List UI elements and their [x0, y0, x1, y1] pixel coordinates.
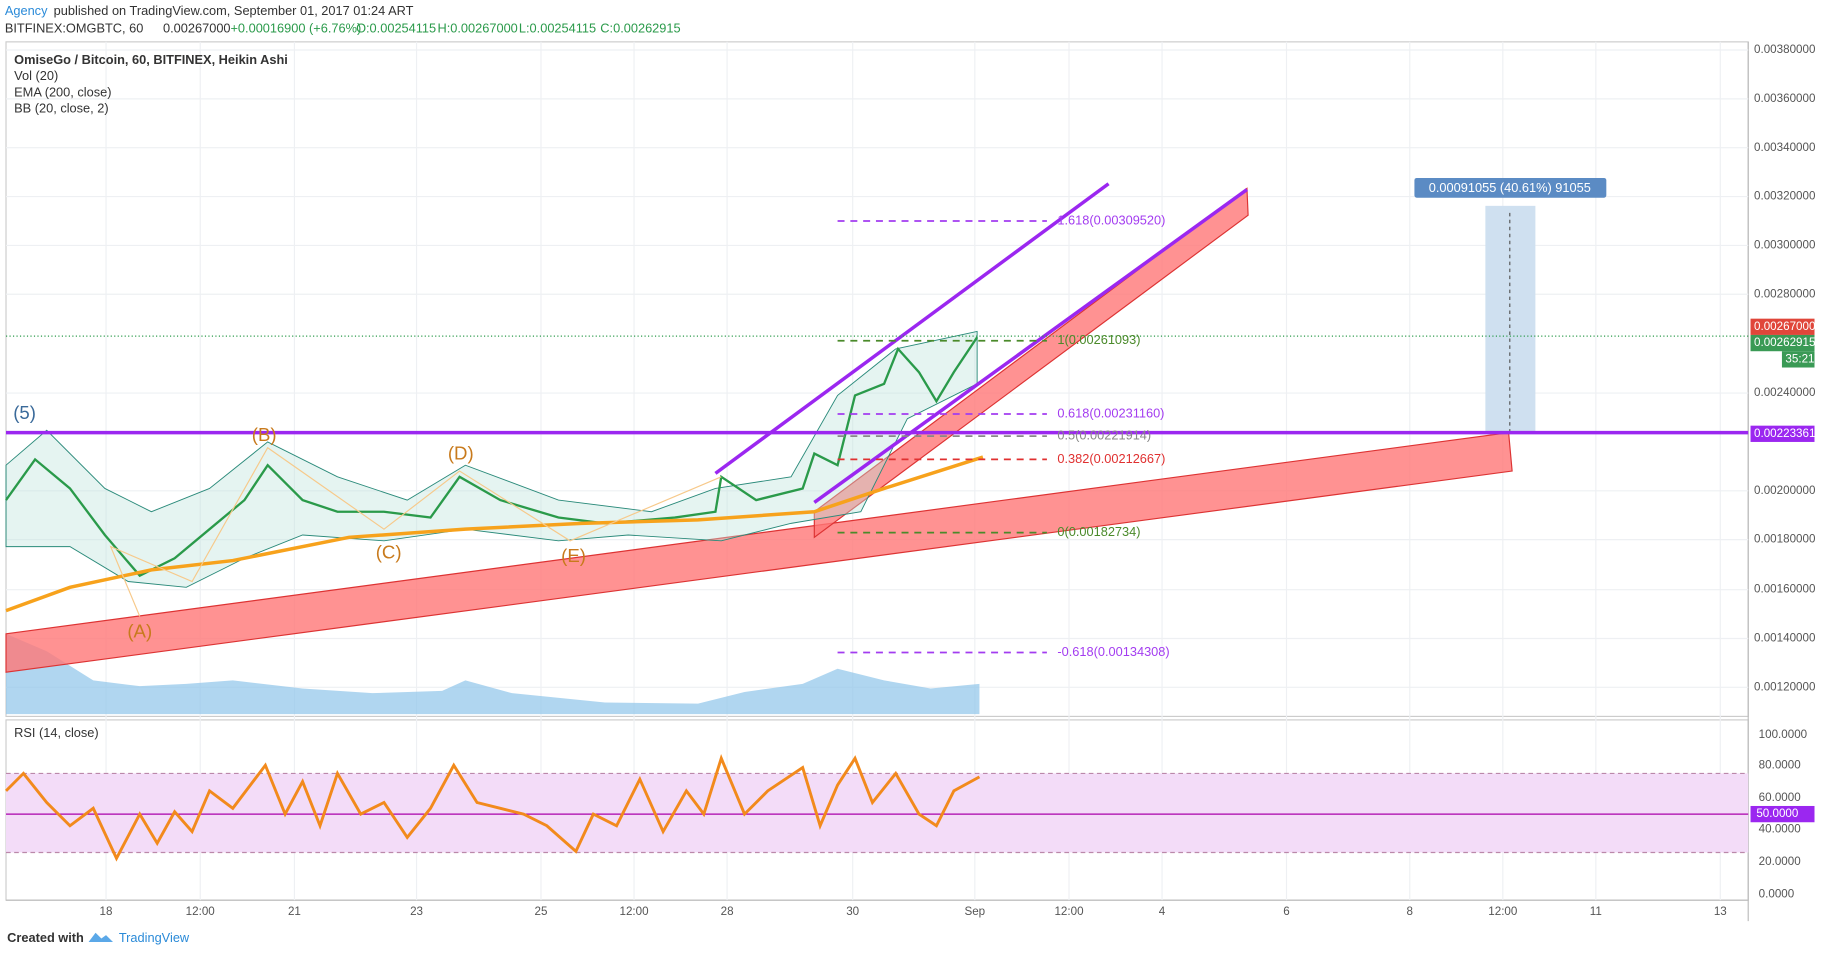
last: 0.00267000: [163, 20, 231, 35]
legend-entry: EMA (200, close): [14, 84, 111, 99]
fib-label: 0.618(0.00231160): [1057, 405, 1164, 420]
price-tick-label: 0.00140000: [1754, 632, 1816, 645]
tv-logo: [88, 932, 114, 943]
wave-label: (C): [376, 542, 402, 563]
low: L:0.00254115: [519, 20, 596, 35]
rsi-tick-label: 60.0000: [1759, 791, 1802, 804]
rsi-tick-label: 40.0000: [1759, 822, 1802, 835]
rsi-tick-label: 0.0000: [1759, 887, 1795, 900]
measure-label-bg: [1414, 177, 1607, 198]
time-tick-label: 12:00: [1054, 905, 1084, 918]
grid: [6, 41, 1749, 901]
bollinger-band: [5, 330, 978, 588]
fib-label: 0.382(0.00212667): [1057, 451, 1165, 466]
rsi-band: [6, 773, 1749, 853]
trend-line: [813, 188, 1248, 504]
symbol: BITFINEX:OMGBTC, 60: [5, 20, 143, 35]
fib-label: 0(0.00182734): [1057, 524, 1140, 539]
wave-label: (A): [127, 621, 152, 642]
wave-lines: [109, 446, 722, 617]
price-tick-label: 0.00320000: [1754, 190, 1816, 203]
rsi-line: [4, 754, 981, 862]
footer-brand[interactable]: TradingView: [119, 930, 190, 945]
time-tick-label: 25: [535, 905, 548, 918]
price-tick-label: 0.00340000: [1754, 141, 1816, 154]
wave-label: (B): [252, 424, 277, 445]
price-badge: [1781, 351, 1815, 368]
price-badge: [1750, 425, 1815, 442]
price-badge: [1750, 318, 1815, 335]
lower-channel: [5, 431, 1513, 673]
price-tick-label: 0.00380000: [1754, 43, 1816, 56]
measure-label: 0.00091055 (40.61%) 91055: [1429, 180, 1591, 195]
time-tick-label: 12:00: [186, 905, 216, 918]
time-tick-label: 21: [288, 905, 301, 918]
footer-created: Created with: [7, 930, 84, 945]
price-tick-label: 0.00160000: [1754, 583, 1816, 596]
price-badge-label: 0.00223361: [1754, 427, 1815, 440]
price-badge: [1750, 334, 1815, 352]
time-tick-label: 23: [410, 905, 423, 918]
price-tick-label: 0.00240000: [1754, 386, 1816, 399]
wave-label: (E): [561, 545, 586, 566]
time-tick-label: 13: [1714, 905, 1727, 918]
rsi-title: RSI (14, close): [14, 725, 99, 740]
time-tick-label: 8: [1407, 905, 1413, 918]
rsi-tick-label: 20.0000: [1759, 855, 1802, 868]
time-tick-label: 4: [1159, 905, 1166, 918]
rsi-tick-label: 100.0000: [1759, 728, 1808, 741]
close: C:0.00262915: [600, 20, 680, 35]
change: +0.00016900 (+6.76%): [230, 20, 361, 35]
price-badge-label: 0.00262915: [1754, 336, 1815, 349]
price-line: [5, 336, 979, 578]
time-tick-label: 12:00: [1488, 905, 1518, 918]
fib-label: 0.5(0.00221914): [1057, 428, 1151, 443]
rsi-badge-label: 50.0000: [1756, 807, 1799, 820]
time-tick-label: 12:00: [619, 905, 649, 918]
published: published on TradingView.com, September …: [54, 3, 414, 18]
trend-line: [714, 182, 1110, 475]
fib-label: 1.618(0.00309520): [1057, 212, 1165, 227]
volume-area: [6, 633, 980, 715]
price-tick-label: 0.00300000: [1754, 238, 1816, 251]
open: O:0.00254115: [356, 20, 436, 35]
rsi-tick-label: 80.0000: [1759, 758, 1802, 771]
rsi-badge: [1750, 805, 1815, 823]
legend-entry: OmiseGo / Bitcoin, 60, BITFINEX, Heikin …: [14, 52, 288, 67]
time-tick-label: 30: [846, 905, 859, 918]
time-tick-label: 6: [1283, 905, 1289, 918]
price-tick-label: 0.00360000: [1754, 92, 1816, 105]
price-tick-label: 0.00180000: [1754, 533, 1816, 546]
price-badge-label: 35:21: [1785, 352, 1814, 365]
time-tick-label: 11: [1590, 905, 1602, 918]
publisher[interactable]: Agency: [5, 3, 48, 18]
time-tick-label: 28: [721, 905, 734, 918]
legend-entry: BB (20, close, 2): [14, 101, 108, 116]
time-tick-label: Sep: [964, 905, 985, 918]
legend-entry: Vol (20): [14, 68, 58, 83]
wave-label: (5): [13, 402, 36, 423]
ema-line: [5, 455, 984, 613]
price-tick-label: 0.00200000: [1754, 484, 1816, 497]
high: H:0.00267000: [437, 20, 517, 35]
fib-label: 1(0.00261093): [1057, 332, 1140, 347]
time-tick-label: 18: [100, 905, 113, 918]
price-tick-label: 0.00120000: [1754, 680, 1816, 693]
price-tick-label: 0.00280000: [1754, 287, 1816, 300]
fib-label: -0.618(0.00134308): [1057, 644, 1169, 659]
price-badge-label: 0.00267000: [1754, 320, 1816, 333]
wave-label: (D): [448, 443, 474, 464]
upper-channel: [813, 187, 1249, 539]
